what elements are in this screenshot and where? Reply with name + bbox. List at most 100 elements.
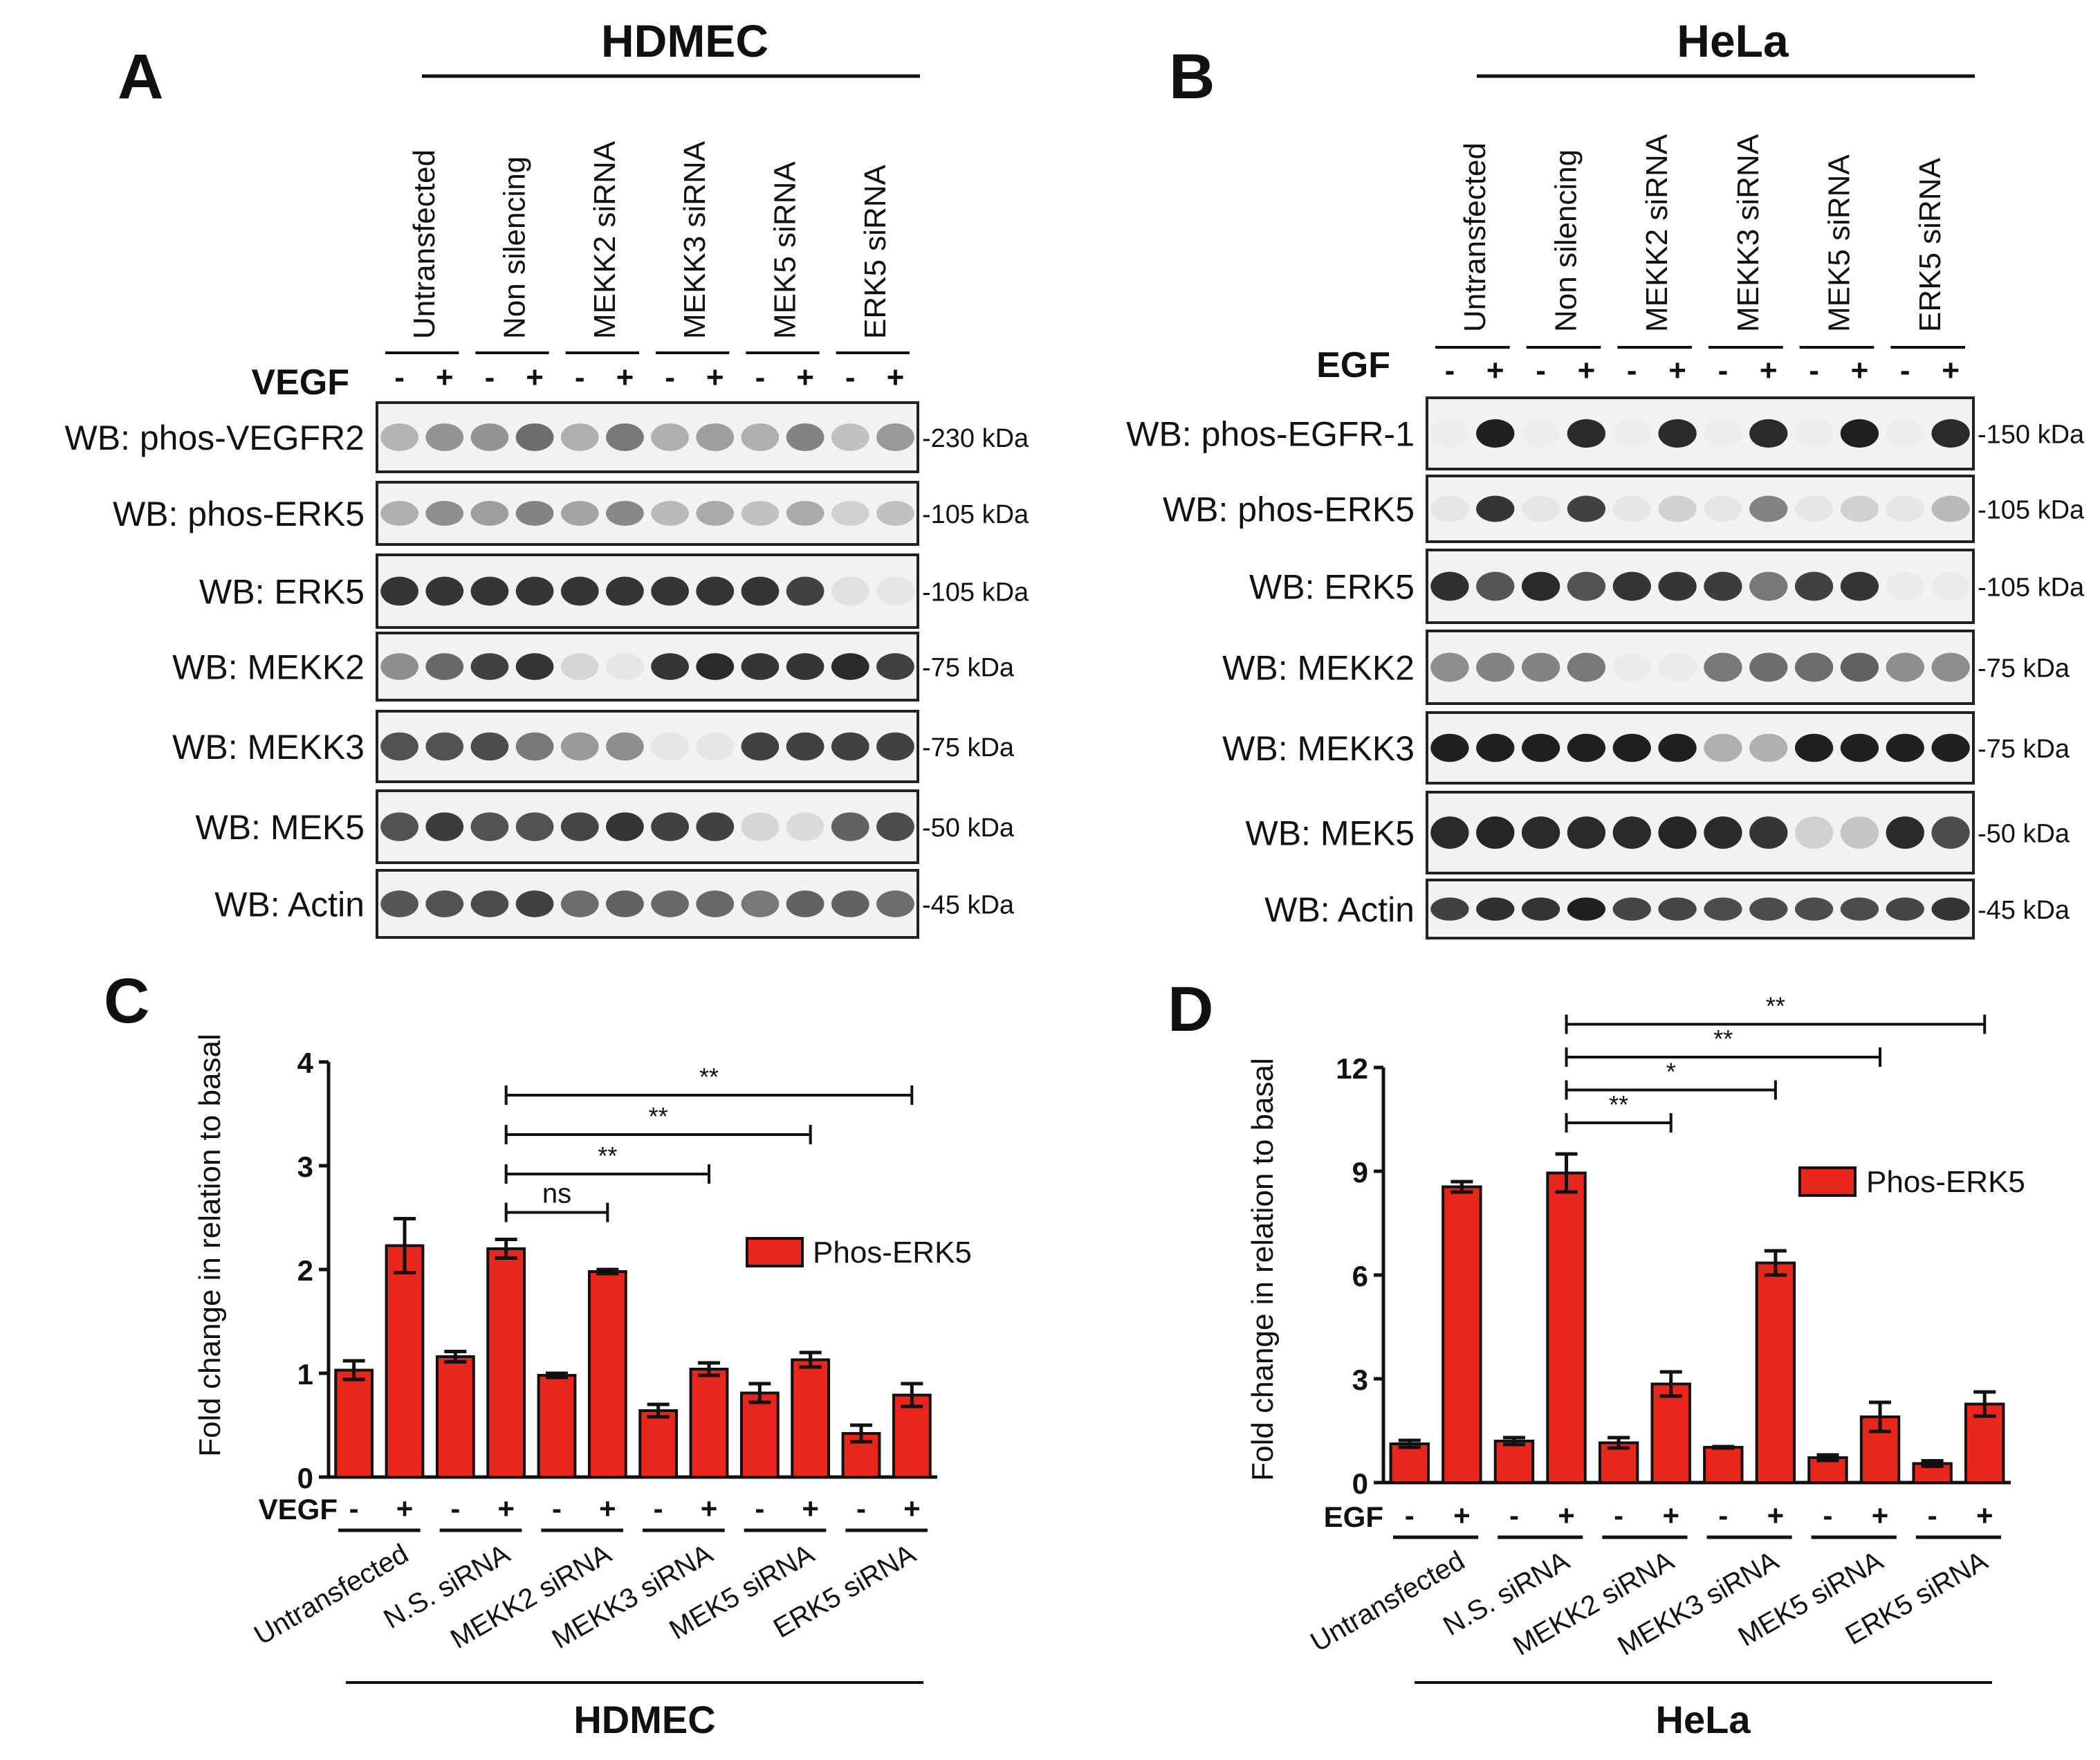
- blot-band: [876, 423, 914, 451]
- blot-band: [876, 890, 914, 917]
- stim-plus-sign: +: [1453, 1499, 1471, 1532]
- blot-band: [1658, 897, 1697, 921]
- blot-band: [1886, 652, 1924, 682]
- blot-band: [1794, 733, 1834, 762]
- lane-group-label: Untransfected: [1458, 143, 1492, 332]
- blot-band: [425, 423, 464, 451]
- stim-plus-sign: +: [701, 1492, 718, 1525]
- panel-b-cell-title: HeLa: [1677, 15, 1789, 66]
- blot-box: [376, 869, 919, 939]
- lane-group-label: ERK5 siRNA: [858, 165, 892, 339]
- stim-minus-sign: -: [1536, 354, 1546, 387]
- blot-band: [515, 576, 554, 606]
- blot-antibody-label: WB: phos-ERK5: [1163, 491, 1415, 529]
- blot-band: [1567, 652, 1606, 682]
- blot-band: [651, 501, 689, 526]
- blot-band: [1521, 816, 1560, 849]
- bar: [486, 1247, 526, 1478]
- chart-c-stimulus-label: VEGF: [259, 1493, 338, 1525]
- blot-mw-label: -45 kDa: [1978, 896, 2070, 925]
- stim-minus-sign: -: [665, 360, 675, 394]
- blot-box: [376, 481, 919, 546]
- blot-antibody-label: WB: Actin: [214, 886, 365, 924]
- bar: [1493, 1440, 1535, 1484]
- blot-band: [1658, 419, 1697, 448]
- blot-band: [1567, 419, 1606, 448]
- stim-minus-sign: -: [1718, 354, 1729, 387]
- blot-band: [1476, 816, 1515, 849]
- blot-band: [1749, 419, 1788, 448]
- bar: [1755, 1261, 1796, 1484]
- blot-band: [606, 576, 644, 606]
- lane-group-label: Non silencing: [1549, 149, 1583, 332]
- blot-band: [1704, 897, 1742, 921]
- blot-band: [1840, 652, 1879, 682]
- significance-label: **: [1766, 992, 1785, 1020]
- blot-band: [1567, 571, 1606, 601]
- significance-label: *: [1666, 1058, 1676, 1086]
- blot-band: [786, 653, 825, 680]
- bar: [739, 1391, 780, 1478]
- bar: [334, 1368, 374, 1478]
- blot-band: [1749, 652, 1788, 682]
- blot-band: [1886, 733, 1924, 762]
- bar: [892, 1393, 932, 1478]
- blot-band: [741, 732, 780, 761]
- blot-box: [1426, 791, 1975, 874]
- blot-band: [1749, 897, 1788, 921]
- blot-band: [1931, 495, 1970, 522]
- blot-band: [1521, 652, 1560, 682]
- blot-band: [1749, 816, 1788, 849]
- blot-band: [696, 423, 735, 451]
- blot-band: [606, 653, 644, 680]
- stim-minus-sign: -: [485, 360, 495, 394]
- blot-band: [470, 501, 509, 526]
- blot-band: [470, 732, 509, 761]
- blot-band: [831, 653, 869, 680]
- blot-box: [376, 632, 919, 702]
- legend-swatch: [746, 1237, 804, 1267]
- blot-band: [1430, 897, 1469, 921]
- y-tick-label: 4: [297, 1047, 314, 1079]
- blot-band: [1931, 897, 1970, 921]
- blot-band: [1749, 733, 1788, 762]
- group-label: Untransfected: [249, 1539, 414, 1651]
- stim-minus-sign: -: [394, 360, 405, 394]
- stim-plus-sign: +: [1578, 354, 1596, 387]
- blot-band: [606, 812, 644, 841]
- blot-band: [380, 576, 418, 606]
- blot-box: [1426, 630, 1975, 705]
- chart-d-legend-label: Phos-ERK5: [1866, 1165, 2025, 1199]
- blot-antibody-label: WB: MEKK3: [1222, 729, 1415, 768]
- blot-mw-label: -75 kDa: [922, 733, 1015, 762]
- blot-antibody-label: WB: Actin: [1264, 890, 1415, 929]
- stim-minus-sign: -: [1445, 354, 1455, 387]
- blot-band: [1567, 733, 1606, 762]
- y-tick-label: 0: [297, 1462, 313, 1494]
- lane-group-label: MEK5 siRNA: [1823, 154, 1857, 332]
- blot-band: [560, 501, 599, 526]
- panel-c-bar-chart: Fold change in relation to basal Phos-ER…: [193, 1034, 972, 1741]
- blot-antibody-label: WB: MEKK2: [1222, 649, 1415, 688]
- bar: [1650, 1382, 1691, 1484]
- stim-minus-sign: -: [450, 1492, 460, 1525]
- blot-band: [1840, 495, 1879, 522]
- blot-band: [515, 732, 554, 761]
- lane-group-label: MEK5 siRNA: [768, 161, 802, 339]
- blot-band: [741, 423, 780, 451]
- blot-antibody-label: WB: ERK5: [1249, 568, 1415, 607]
- blot-band: [1886, 495, 1924, 522]
- blot-band: [831, 576, 869, 606]
- bar: [385, 1244, 425, 1478]
- stim-minus-sign: -: [1823, 1499, 1832, 1532]
- blot-band: [876, 812, 914, 841]
- blot-band: [1476, 571, 1515, 601]
- blot-band: [741, 653, 780, 680]
- blot-mw-label: -105 kDa: [1978, 574, 2085, 603]
- blot-mw-label: -75 kDa: [1978, 735, 2070, 764]
- stim-plus-sign: +: [526, 360, 544, 394]
- blot-band: [696, 812, 735, 841]
- y-tick-label: 3: [1352, 1364, 1368, 1396]
- blot-band: [1521, 571, 1560, 601]
- blot-band: [1521, 733, 1560, 762]
